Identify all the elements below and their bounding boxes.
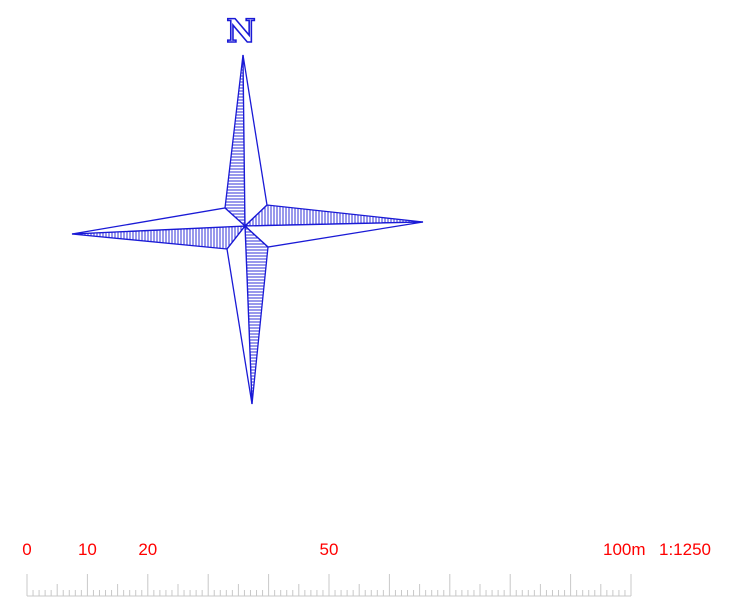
west-arm-light — [71, 207, 247, 235]
scale-label: 100m — [603, 540, 646, 559]
scale-label: 20 — [138, 540, 157, 559]
north-arm-shaded — [224, 54, 246, 228]
scale-ratio-label: 1:1250 — [659, 540, 711, 559]
scale-labels: 0 10 20 50 100m — [22, 540, 645, 559]
north-arm-light — [242, 54, 268, 228]
scale-label: 0 — [22, 540, 31, 559]
scale-bar: 0 10 20 50 100m 1:1250 — [22, 540, 711, 597]
compass-rose-icon: N — [71, 11, 424, 405]
scale-ticks — [26, 574, 632, 597]
scale-label: 10 — [78, 540, 97, 559]
scale-label: 50 — [320, 540, 339, 559]
north-label: N — [226, 12, 255, 50]
east-arm-light — [243, 221, 424, 248]
